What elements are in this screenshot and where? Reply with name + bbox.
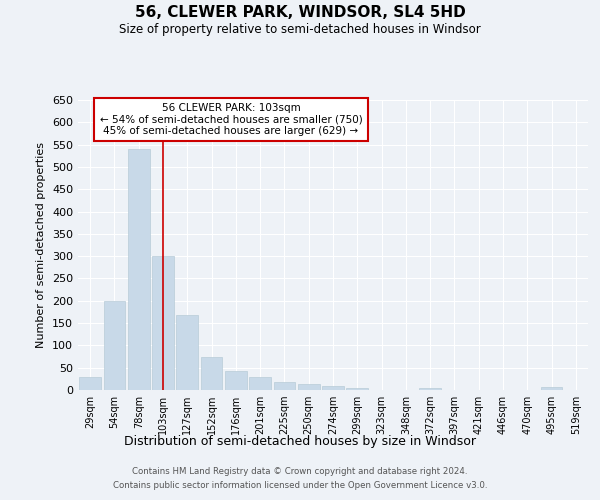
Text: 56 CLEWER PARK: 103sqm
← 54% of semi-detached houses are smaller (750)
45% of se: 56 CLEWER PARK: 103sqm ← 54% of semi-det… [100, 103, 362, 136]
Bar [128, 149, 149, 390]
Text: Contains HM Land Registry data © Crown copyright and database right 2024.: Contains HM Land Registry data © Crown c… [132, 468, 468, 476]
Text: 56, CLEWER PARK, WINDSOR, SL4 5HD: 56, CLEWER PARK, WINDSOR, SL4 5HD [134, 5, 466, 20]
Bar [225, 371, 247, 390]
Bar [419, 388, 441, 390]
Bar [104, 301, 125, 390]
Bar [274, 382, 295, 390]
Text: Contains public sector information licensed under the Open Government Licence v3: Contains public sector information licen… [113, 481, 487, 490]
Bar [298, 384, 320, 390]
Bar [200, 358, 223, 390]
Bar [79, 376, 101, 390]
Bar [249, 376, 271, 390]
Y-axis label: Number of semi-detached properties: Number of semi-detached properties [37, 142, 46, 348]
Bar [346, 388, 368, 390]
Bar [152, 256, 174, 390]
Text: Size of property relative to semi-detached houses in Windsor: Size of property relative to semi-detach… [119, 22, 481, 36]
Bar [541, 388, 562, 390]
Text: Distribution of semi-detached houses by size in Windsor: Distribution of semi-detached houses by … [124, 435, 476, 448]
Bar [176, 315, 198, 390]
Bar [322, 386, 344, 390]
